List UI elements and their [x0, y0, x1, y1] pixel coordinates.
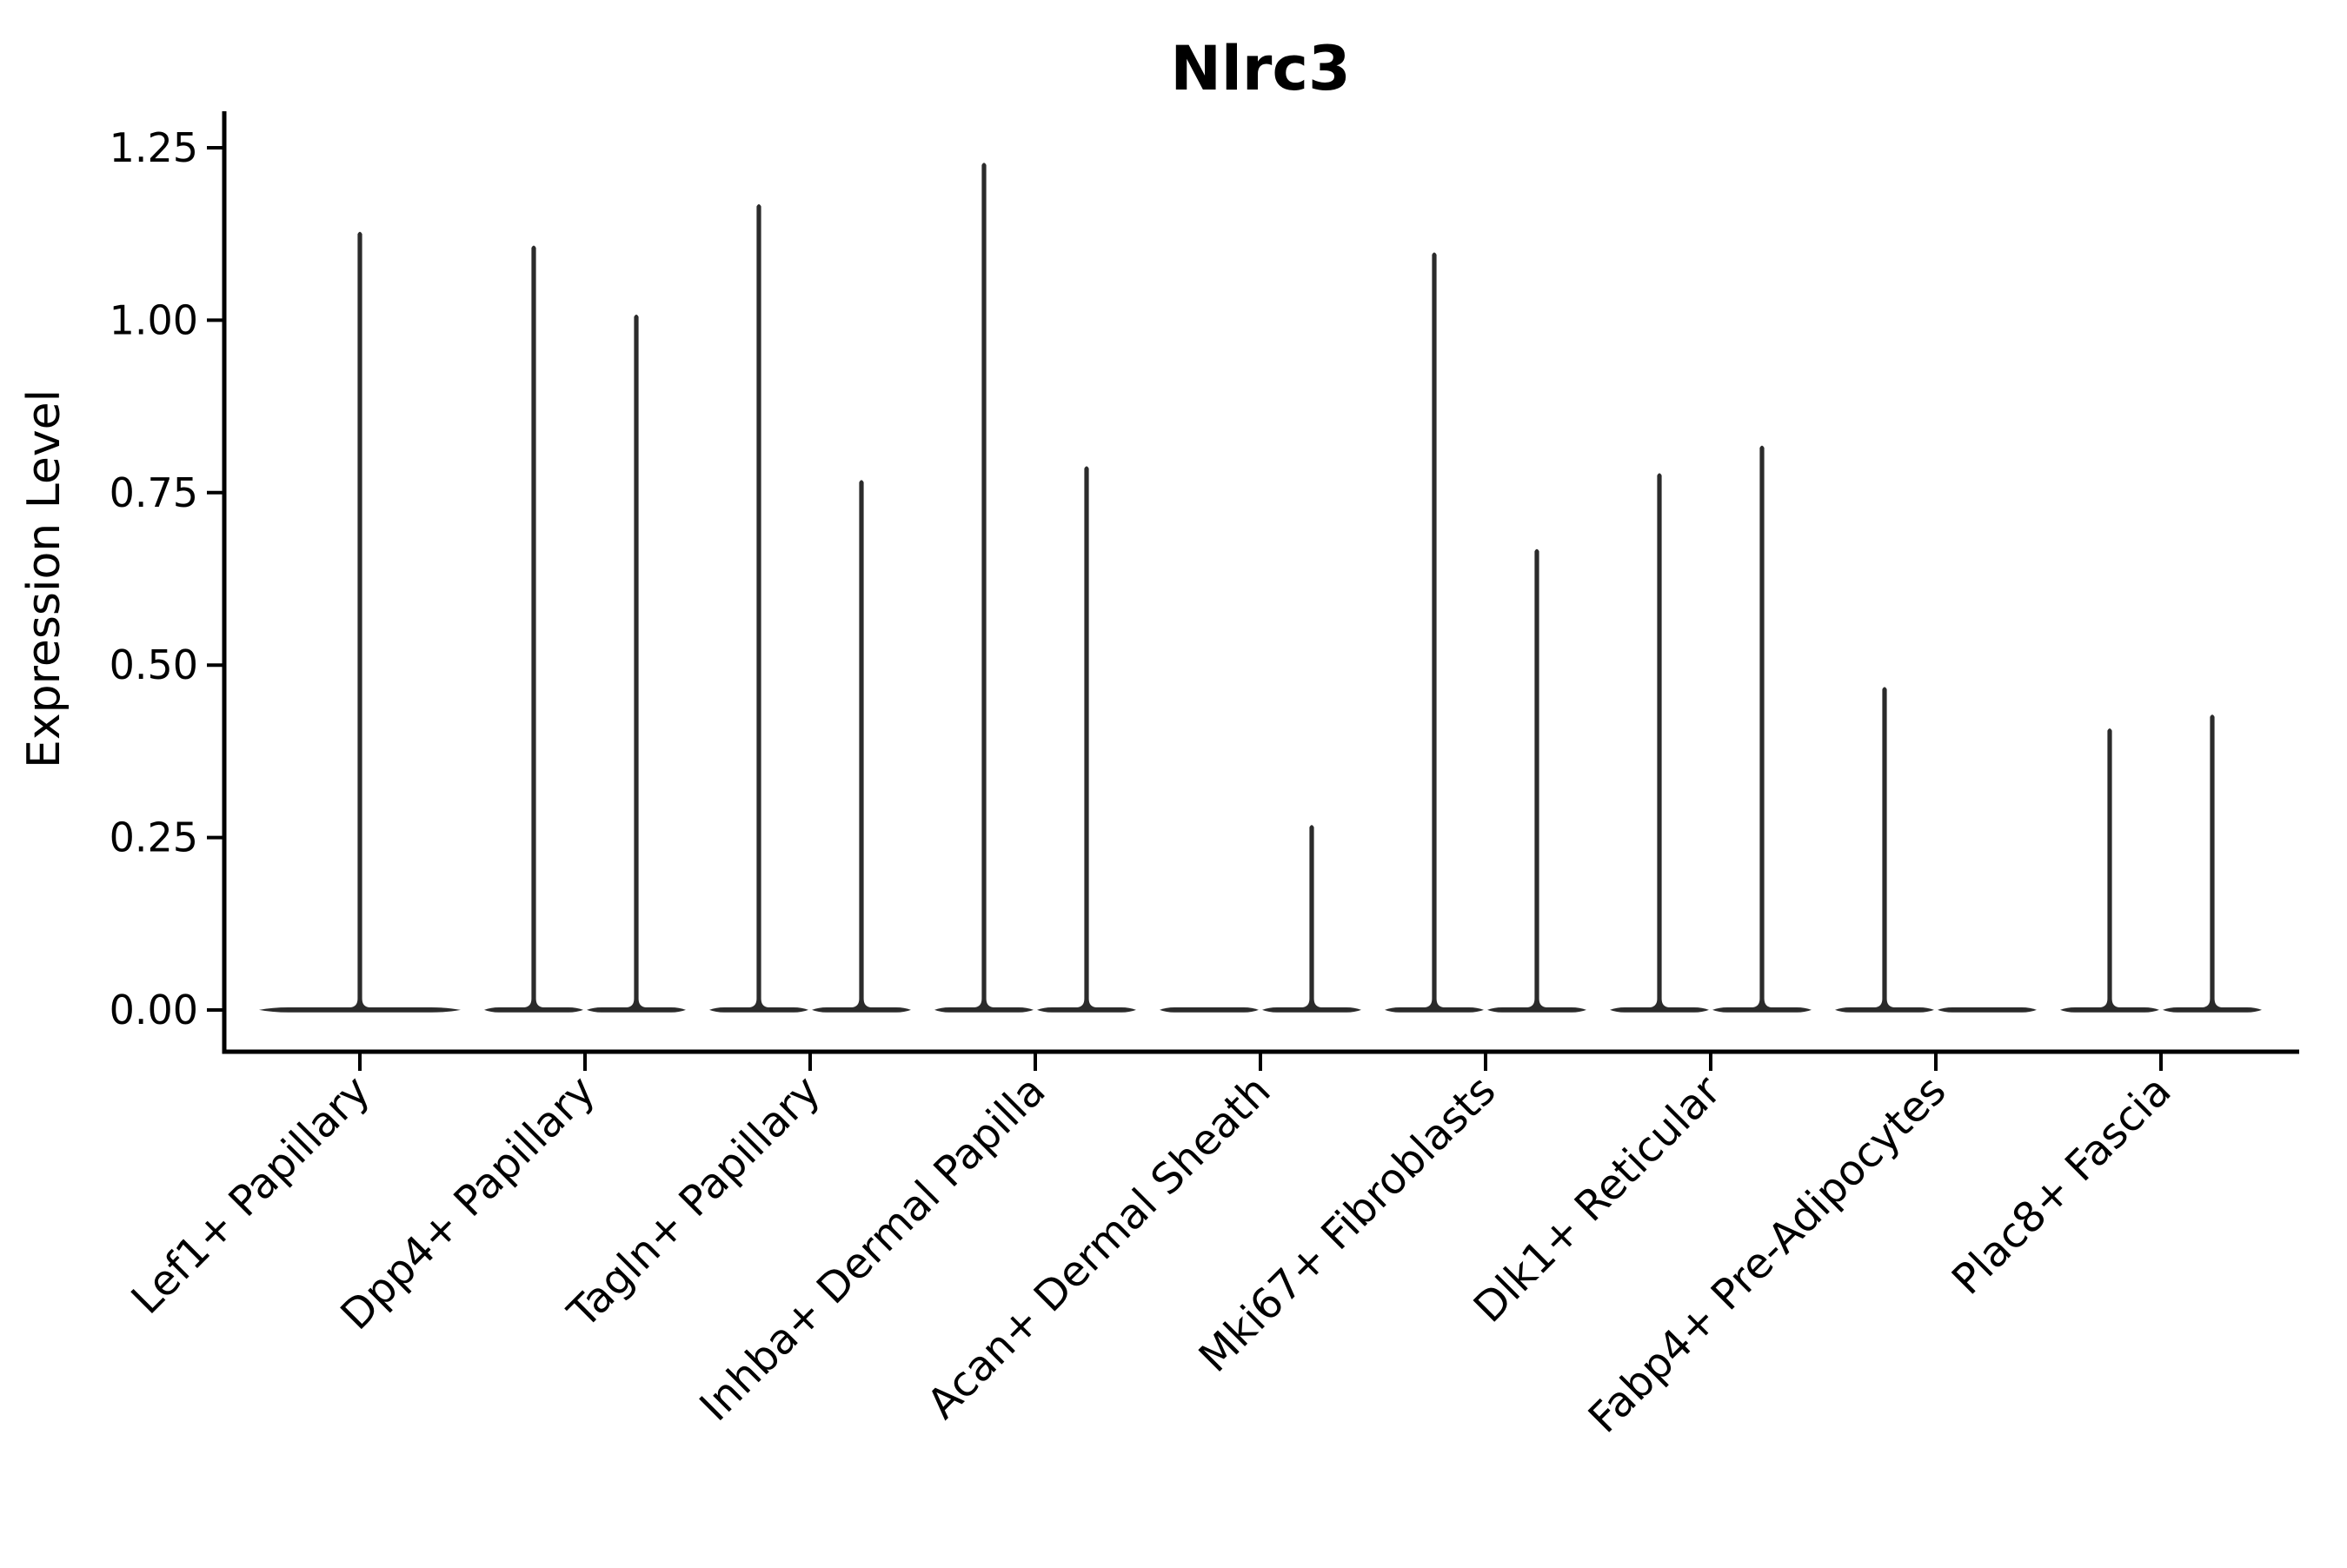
violin-shape: [934, 163, 1034, 1013]
y-tick-label: 0.00: [110, 987, 198, 1033]
violin-group: [1610, 445, 1812, 1013]
x-tick-label: Dlk1+ Reticular: [1465, 1066, 1731, 1332]
violin-shape: [2163, 714, 2262, 1013]
violin-shape: [2060, 728, 2159, 1013]
violin-shape: [812, 480, 911, 1013]
violin-shape: [1262, 825, 1361, 1013]
violin-shape: [709, 203, 808, 1013]
violin-group: [259, 231, 461, 1013]
violin-shape: [1712, 445, 1812, 1013]
violin-shape: [484, 245, 583, 1013]
x-tick-label: Lef1+ Papillary: [123, 1066, 380, 1324]
violin-shape: [1487, 548, 1586, 1013]
violin-shape: [1160, 1007, 1259, 1013]
chart-title: Nlrc3: [1170, 33, 1350, 104]
violins-layer: [259, 163, 2262, 1013]
violin-shape: [1835, 687, 1934, 1013]
violin-group: [1160, 825, 1361, 1013]
x-tick-label: Plac8+ Fascia: [1943, 1066, 2181, 1305]
violin-shape: [1385, 252, 1484, 1013]
violin-group: [934, 163, 1136, 1013]
y-tick-label: 1.25: [110, 124, 198, 171]
y-tick-label: 0.50: [110, 641, 198, 688]
violin-shape: [1938, 1007, 2037, 1013]
violin-group: [484, 245, 686, 1013]
violin-shape: [1610, 473, 1709, 1013]
violin-shape: [1037, 466, 1136, 1013]
violin-group: [709, 203, 911, 1013]
y-tick-label: 1.00: [110, 296, 198, 343]
y-tick-label: 0.75: [110, 469, 198, 516]
y-axis-label: Expression Level: [18, 389, 70, 768]
violin-group: [2060, 714, 2262, 1013]
violin-shape: [259, 231, 461, 1013]
violin-group: [1385, 252, 1586, 1013]
y-tick-label: 0.25: [110, 814, 198, 861]
violin-group: [1835, 687, 2037, 1013]
violin-shape: [587, 314, 686, 1013]
x-tick-label: Fabp4+ Pre-Adipocytes: [1579, 1066, 1956, 1443]
